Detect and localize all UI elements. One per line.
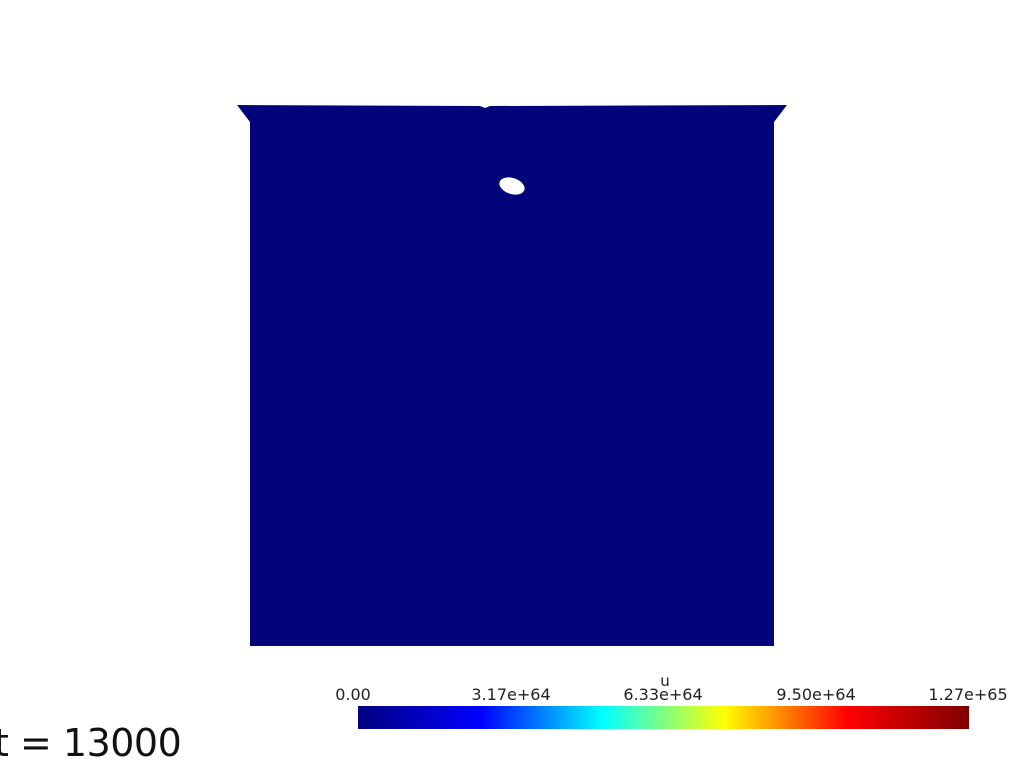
colorbar-tick-label: 6.33e+64	[623, 685, 703, 704]
colorbar-tick-label: 1.27e+65	[928, 685, 1008, 704]
time-annotation: t = 13000	[0, 721, 182, 765]
colorbar-tick-label: 3.17e+64	[471, 685, 551, 704]
mesh-domain	[237, 105, 787, 646]
colorbar-title: u	[660, 672, 670, 690]
mesh-hole	[499, 177, 525, 195]
colorbar-tick-label: 9.50e+64	[776, 685, 856, 704]
colorbar-tick-label: 0.00	[335, 685, 371, 704]
colorbar	[358, 706, 969, 729]
